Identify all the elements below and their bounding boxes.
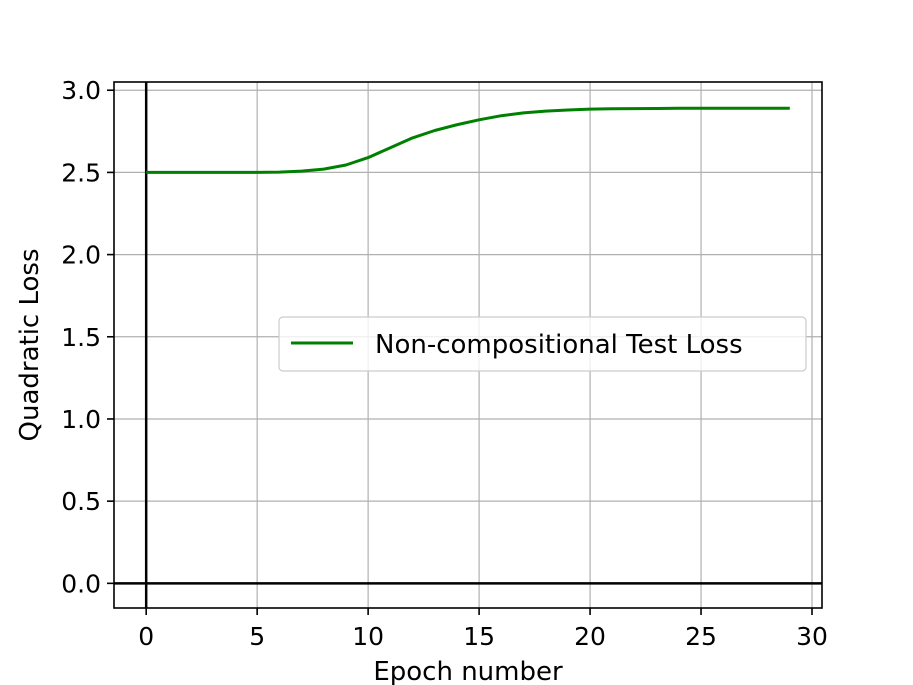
y-tick-label: 3.0 xyxy=(61,76,101,105)
legend: Non-compositional Test Loss xyxy=(278,316,807,372)
y-axis-label: Quadratic Loss xyxy=(15,248,45,441)
x-tick-label: 30 xyxy=(796,622,828,651)
series-layer xyxy=(146,106,790,174)
x-axis-label: Epoch number xyxy=(373,657,563,685)
plot-frame xyxy=(113,81,823,609)
legend-box xyxy=(278,316,807,372)
reference-lines xyxy=(114,82,822,608)
y-tick-label: 0.5 xyxy=(61,487,101,516)
legend-label: Non-compositional Test Loss xyxy=(375,330,743,360)
x-tick-label: 5 xyxy=(249,622,265,651)
x-tick-label: 10 xyxy=(352,622,384,651)
x-tick-label: 20 xyxy=(574,622,606,651)
series-line-0 xyxy=(146,106,790,174)
y-tick-label: 1.5 xyxy=(61,323,101,352)
y-tick-label: 2.5 xyxy=(61,158,101,187)
y-tick-label: 1.0 xyxy=(61,405,101,434)
y-tick-label: 0.0 xyxy=(61,569,101,598)
x-tick-label: 15 xyxy=(463,622,495,651)
axis-ticks: 0 5 10 15 20 25 30 0.0 0.5 1.0 1.5 2.0 2.5 3.0 xyxy=(61,76,828,651)
x-tick-label: 25 xyxy=(685,622,717,651)
x-tick-label: 0 xyxy=(138,622,154,651)
y-tick-label: 2.0 xyxy=(61,241,101,270)
